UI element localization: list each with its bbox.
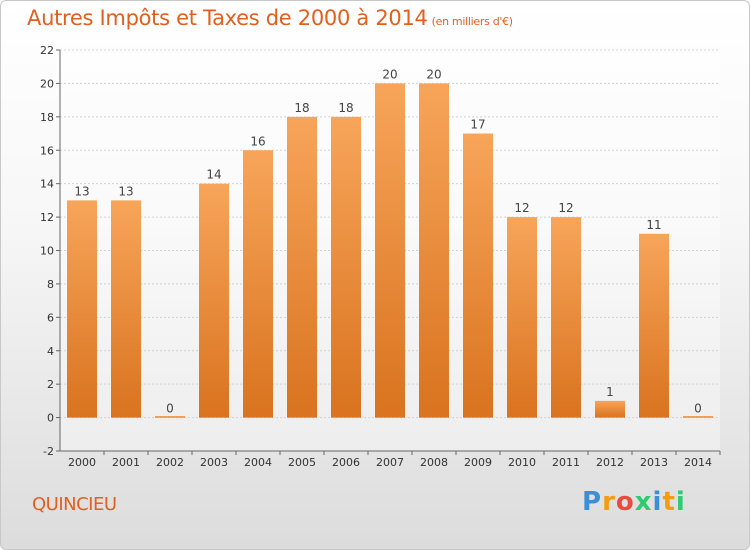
bar — [419, 83, 449, 418]
y-tick-label: 0 — [47, 412, 54, 425]
logo-letter: r — [602, 487, 616, 517]
y-tick-label: 4 — [47, 345, 54, 358]
bar — [551, 217, 581, 418]
bar-value-label: 0 — [694, 402, 702, 416]
bar — [331, 116, 361, 418]
bar — [111, 200, 141, 418]
bar-value-label: 13 — [118, 184, 133, 198]
y-tick-label: 18 — [40, 111, 54, 124]
y-tick-label: 2 — [47, 378, 54, 391]
y-tick-label: 22 — [40, 44, 54, 57]
bar — [463, 133, 493, 418]
x-tick-label: 2001 — [112, 456, 140, 469]
x-tick-label: 2014 — [684, 456, 712, 469]
logo-letter: i — [675, 487, 686, 517]
bar — [287, 116, 317, 418]
bar — [243, 150, 273, 418]
y-tick-label: -2 — [43, 445, 54, 458]
bar — [375, 83, 405, 418]
x-tick-label: 2006 — [332, 456, 360, 469]
bar — [595, 400, 625, 418]
bar-value-label: 18 — [294, 101, 309, 115]
bar-value-label: 0 — [166, 402, 174, 416]
proxiti-logo[interactable]: Proxiti — [582, 487, 686, 517]
bar-value-label: 18 — [338, 101, 353, 115]
commune-name: QUINCIEU — [32, 494, 117, 515]
y-tick-label: 6 — [47, 311, 54, 324]
bar — [199, 183, 229, 418]
bar-value-label: 16 — [250, 134, 265, 148]
bar-value-label: 1 — [606, 385, 614, 399]
x-tick-label: 2010 — [508, 456, 536, 469]
bar-value-label: 20 — [426, 67, 441, 81]
x-tick-label: 2008 — [420, 456, 448, 469]
bar — [67, 200, 97, 418]
bar-value-label: 12 — [514, 201, 529, 215]
x-tick-label: 2005 — [288, 456, 316, 469]
logo-letter: o — [615, 487, 635, 517]
bar-value-label: 17 — [470, 118, 485, 132]
x-tick-label: 2011 — [552, 456, 580, 469]
logo-letter: x — [634, 487, 653, 517]
chart-subtitle: (en milliers d'€) — [431, 15, 513, 28]
chart-title: Autres Impôts et Taxes de 2000 à 2014 (en… — [27, 6, 513, 30]
bar-value-label: 11 — [646, 218, 661, 232]
bar-value-label: 14 — [206, 168, 221, 182]
bar — [155, 416, 185, 418]
x-tick-label: 2013 — [640, 456, 668, 469]
y-tick-label: 14 — [40, 178, 54, 191]
title-text: Autres Impôts et Taxes de 2000 à 2014 — [27, 6, 428, 30]
y-tick-label: 12 — [40, 211, 54, 224]
logo-letter: i — [652, 487, 663, 517]
x-tick-label: 2009 — [464, 456, 492, 469]
x-tick-label: 2004 — [244, 456, 272, 469]
bar-value-label: 20 — [382, 67, 397, 81]
y-tick-label: 16 — [40, 144, 54, 157]
y-tick-label: 10 — [40, 245, 54, 258]
logo-letter: P — [582, 487, 603, 517]
bar-value-label: 13 — [74, 184, 89, 198]
bar — [507, 217, 537, 418]
y-tick-label: 8 — [47, 278, 54, 291]
bar — [683, 416, 713, 418]
y-tick-label: 20 — [40, 77, 54, 90]
bar — [639, 233, 669, 418]
logo-letter: t — [662, 487, 676, 517]
bar-value-label: 12 — [558, 201, 573, 215]
x-tick-label: 2007 — [376, 456, 404, 469]
x-tick-label: 2003 — [200, 456, 228, 469]
x-tick-label: 2002 — [156, 456, 184, 469]
x-tick-label: 2000 — [68, 456, 96, 469]
x-tick-label: 2012 — [596, 456, 624, 469]
